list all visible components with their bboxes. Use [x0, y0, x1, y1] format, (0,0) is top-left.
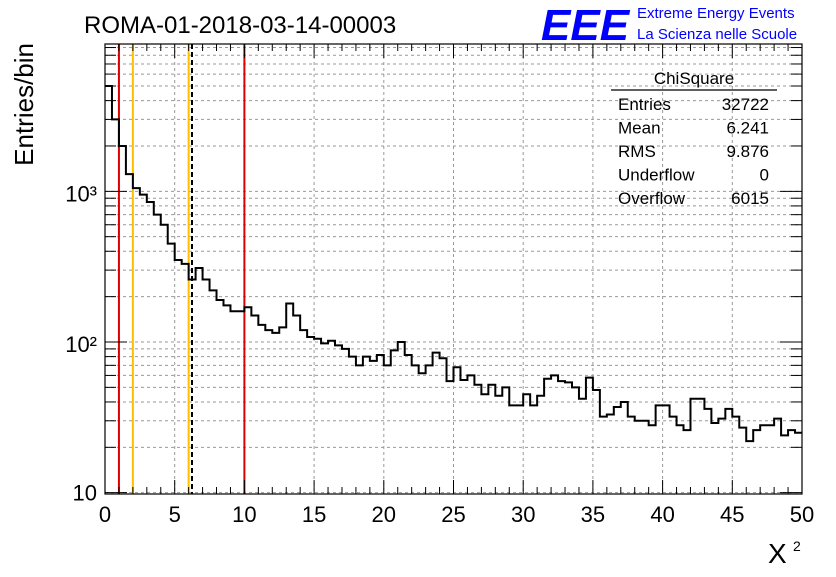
stats-row-label: Mean: [618, 119, 661, 138]
stats-row-value: 6.241: [726, 119, 769, 138]
stats-title: ChiSquare: [654, 69, 734, 88]
x-tick-label: 45: [720, 502, 744, 527]
logo-text: EEE: [541, 1, 631, 50]
x-tick-label: 35: [581, 502, 605, 527]
eee-logo: EEE Extreme Energy Events La Scienza nel…: [541, 1, 797, 50]
y-tick-label: 10³: [65, 181, 97, 206]
y-tick-label: 10: [73, 481, 97, 506]
x-tick-label: 50: [790, 502, 814, 527]
x-tick-label: 20: [372, 502, 396, 527]
axes: 0 5 10 15 20 25 30 35 40 45 50 10 10² 10³: [65, 43, 814, 527]
stats-row-value: 6015: [731, 189, 769, 208]
stats-row-label: Entries: [618, 95, 671, 114]
x-axis-label-superscript: 2: [793, 538, 801, 554]
x-tick-label: 40: [650, 502, 674, 527]
stats-row-label: Underflow: [618, 166, 695, 185]
stats-row-value: 9.876: [726, 142, 769, 161]
y-axis-label: Entries/bin: [9, 43, 39, 166]
x-tick-label: 15: [302, 502, 326, 527]
logo-line-1: Extreme Energy Events: [637, 5, 795, 22]
histogram-series: [105, 85, 802, 443]
x-tick-label: 10: [232, 502, 256, 527]
marker-lines: [117, 44, 246, 494]
x-tick-label: 0: [99, 502, 111, 527]
stats-box: ChiSquare Entries 32722 Mean 6.241 RMS 9.876 U…: [611, 69, 777, 208]
x-tick-label: 25: [441, 502, 465, 527]
stats-row-value: 0: [760, 166, 769, 185]
y-tick-label: 10²: [65, 332, 97, 357]
page-title: ROMA-01-2018-03-14-00003: [84, 12, 396, 39]
stats-row-label: Overflow: [618, 189, 686, 208]
x-axis-label: X 2: [768, 538, 801, 569]
histogram-line: [105, 85, 802, 443]
grid-layer: [105, 44, 802, 494]
stats-row-value: 32722: [722, 95, 769, 114]
logo-line-2: La Scienza nelle Scuole: [637, 26, 797, 43]
x-tick-label: 30: [511, 502, 535, 527]
stats-row-label: RMS: [618, 142, 656, 161]
x-axis-label-main: X: [768, 538, 787, 569]
x-tick-label: 5: [169, 502, 181, 527]
